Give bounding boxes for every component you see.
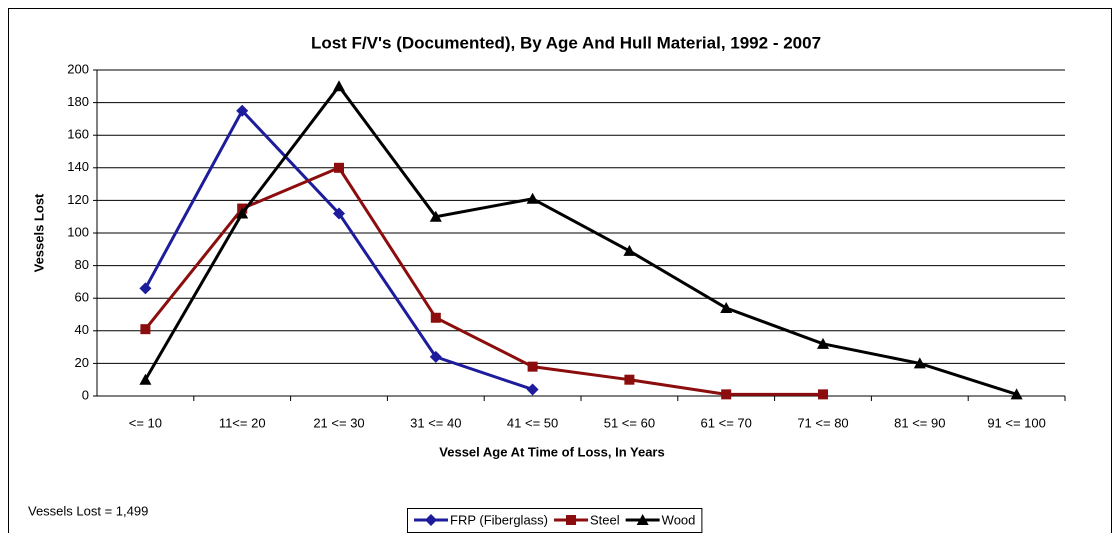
x-tick-label: 81 <= 90 <box>894 415 945 430</box>
y-tick-label: 80 <box>75 257 89 272</box>
y-axis-label: Vessels Lost <box>31 193 46 272</box>
marker <box>139 373 152 385</box>
marker <box>236 207 249 219</box>
legend-label: FRP (Fiberglass) <box>450 512 548 527</box>
y-tick-label: 180 <box>67 94 89 109</box>
y-tick-label: 140 <box>67 159 89 174</box>
legend-label: Steel <box>590 512 620 527</box>
marker <box>430 312 441 323</box>
marker <box>140 324 151 335</box>
marker <box>425 514 437 526</box>
marker <box>818 389 828 400</box>
series-line <box>144 83 1018 396</box>
series-line <box>144 165 823 396</box>
marker <box>817 337 829 349</box>
y-tick-label: 20 <box>75 355 89 370</box>
x-tick-label: 61 <= 70 <box>701 415 752 430</box>
marker <box>236 104 249 117</box>
marker <box>527 361 538 372</box>
annotation: Vessels Lost = 1,499 <box>28 503 148 518</box>
x-tick-label: 51 <= 60 <box>604 415 655 430</box>
x-tick-label: 71 <= 80 <box>797 415 848 430</box>
marker <box>333 80 345 92</box>
y-tick-label: 120 <box>67 192 89 207</box>
x-tick-label: 41 <= 50 <box>507 415 558 430</box>
x-tick-label: 91 <= 100 <box>987 415 1046 430</box>
y-tick-label: 0 <box>82 387 89 402</box>
marker <box>623 244 636 256</box>
marker <box>139 282 152 295</box>
y-tick-label: 160 <box>67 127 89 142</box>
x-tick-label: 11<= 20 <box>219 415 266 430</box>
marker <box>429 350 442 363</box>
marker <box>566 515 577 525</box>
marker <box>913 357 926 369</box>
marker <box>1010 388 1023 400</box>
y-tick-label: 100 <box>67 224 89 239</box>
x-tick-label: <= 10 <box>129 415 162 430</box>
y-tick-label: 40 <box>75 322 89 337</box>
y-tick-label: 60 <box>75 290 89 305</box>
marker <box>721 389 732 400</box>
marker <box>429 210 442 222</box>
x-axis-label: Vessel Age At Time of Loss, In Years <box>439 444 664 459</box>
marker <box>720 301 733 313</box>
marker <box>334 162 344 173</box>
marker <box>624 374 635 385</box>
marker <box>636 514 649 525</box>
x-tick-label: 31 <= 40 <box>410 415 461 430</box>
y-tick-label: 200 <box>67 61 89 76</box>
marker <box>526 383 539 396</box>
chart-title: Lost F/V's (Documented), By Age And Hull… <box>311 33 821 52</box>
marker <box>526 192 539 204</box>
legend-label: Wood <box>662 512 696 527</box>
marker <box>333 207 345 220</box>
x-tick-label: 21 <= 30 <box>313 415 364 430</box>
